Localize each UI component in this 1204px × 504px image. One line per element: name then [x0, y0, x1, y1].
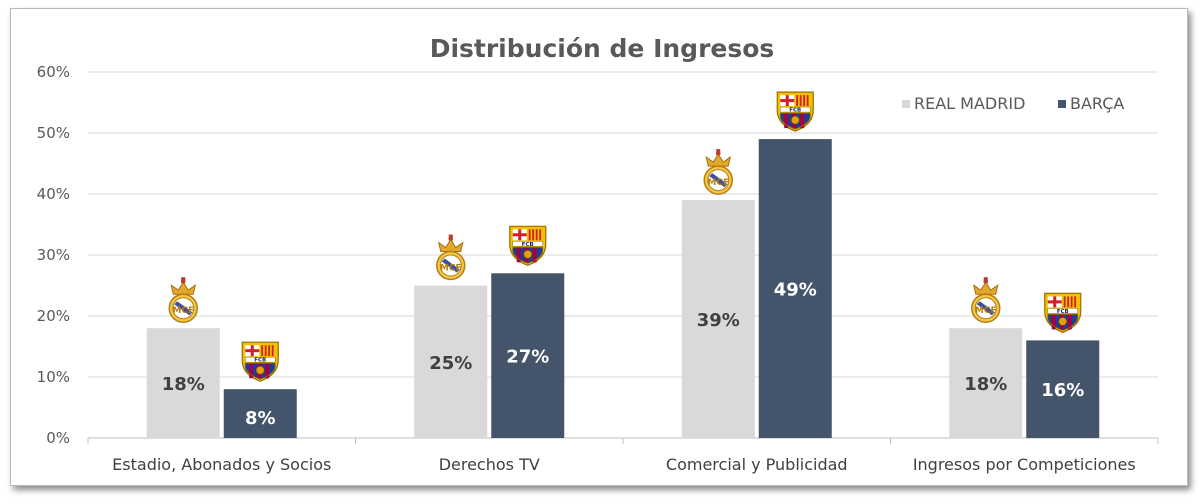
real-madrid-crest-icon: MCF: [436, 234, 466, 281]
y-tick-label: 50%: [37, 124, 70, 142]
svg-text:MCF: MCF: [172, 306, 194, 316]
svg-text:FCB: FCB: [789, 108, 801, 114]
svg-text:MCF: MCF: [975, 306, 997, 316]
fc-barcelona-crest-icon: FCB: [776, 91, 814, 132]
legend-swatch: [902, 100, 910, 108]
chart-title: Distribución de Ingresos: [429, 34, 775, 63]
data-label: 16%: [1041, 380, 1084, 401]
data-label: 27%: [506, 347, 549, 368]
x-tick-label: Comercial y Publicidad: [666, 455, 848, 474]
y-tick-label: 20%: [37, 307, 70, 325]
legend-swatch: [1058, 100, 1066, 108]
fc-barcelona-crest-icon: FCB: [1044, 292, 1082, 334]
y-tick-label: 60%: [37, 63, 70, 81]
svg-text:FCB: FCB: [522, 242, 534, 248]
bar: [949, 328, 1023, 438]
legend-item: REAL MADRID: [902, 94, 1025, 113]
bar: [681, 200, 755, 438]
data-label: 25%: [429, 353, 472, 374]
real-madrid-crest-icon: MCF: [703, 149, 733, 195]
data-label: 49%: [774, 280, 817, 301]
bar: [758, 139, 832, 438]
x-tick-label: Ingresos por Competiciones: [913, 455, 1136, 474]
y-tick-label: 30%: [37, 246, 70, 264]
bar: [1026, 340, 1100, 438]
legend-item: BARÇA: [1058, 94, 1124, 113]
legend-label: BARÇA: [1070, 94, 1124, 113]
data-label: 18%: [964, 374, 1007, 395]
data-label: 39%: [697, 310, 740, 331]
y-tick-label: 40%: [37, 185, 70, 203]
x-tick-label: Estadio, Abonados y Socios: [112, 455, 331, 474]
svg-text:MCF: MCF: [440, 264, 462, 274]
real-madrid-crest-icon: MCF: [168, 277, 198, 323]
bar: [414, 285, 488, 438]
real-madrid-crest-icon: MCF: [971, 277, 1001, 323]
y-tick-label: 10%: [37, 368, 70, 386]
svg-text:MCF: MCF: [707, 178, 729, 188]
svg-text:FCB: FCB: [1057, 309, 1069, 315]
bar: [223, 389, 297, 438]
data-label: 18%: [162, 374, 205, 395]
y-tick-label: 0%: [46, 429, 70, 447]
data-label: 8%: [245, 408, 276, 429]
svg-text:FCB: FCB: [254, 358, 266, 364]
legend-label: REAL MADRID: [914, 94, 1025, 113]
bar: [146, 328, 220, 438]
bar: [491, 273, 565, 438]
x-tick-label: Derechos TV: [439, 455, 540, 474]
fc-barcelona-crest-icon: FCB: [509, 225, 547, 266]
fc-barcelona-crest-icon: FCB: [241, 341, 279, 382]
